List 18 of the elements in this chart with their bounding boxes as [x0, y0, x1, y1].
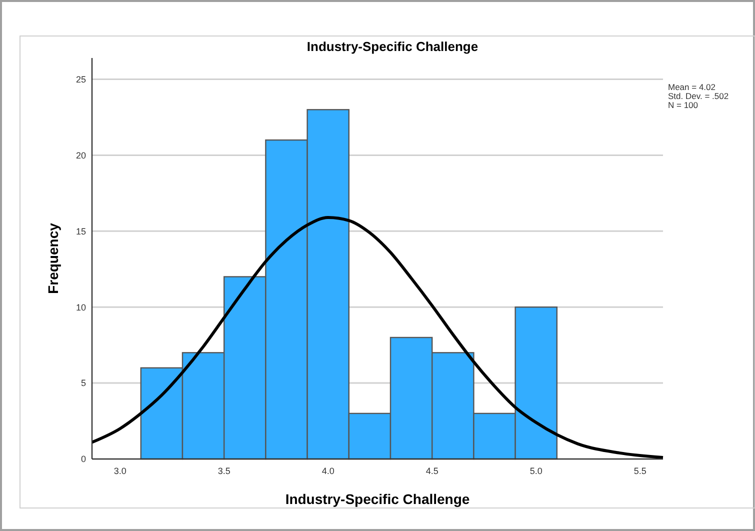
text: N = 100: [668, 100, 698, 110]
y-axis-title: Frequency: [45, 222, 61, 294]
text: Std. Dev. = .502: [668, 91, 729, 101]
y-tick-label: 25: [76, 74, 86, 84]
x-tick-label: 4.5: [426, 466, 438, 476]
y-tick-label: 5: [80, 378, 86, 388]
y-tick-label: 10: [76, 302, 86, 312]
x-tick-label: 5.0: [530, 466, 542, 476]
x-axis-title: Industry-Specific Challenge: [285, 491, 470, 507]
y-tick-label: 20: [76, 150, 86, 160]
text: Mean = 4.02: [668, 82, 716, 92]
chart-title: Industry-Specific Challenge: [306, 39, 478, 54]
y-tick-label: 0: [80, 454, 86, 464]
x-tick-label: 3.5: [218, 466, 230, 476]
y-tick-label: 15: [76, 226, 86, 236]
x-tick-label: 5.5: [634, 466, 646, 476]
x-tick-label: 4.0: [322, 466, 334, 476]
x-tick-label: 3.0: [114, 466, 126, 476]
